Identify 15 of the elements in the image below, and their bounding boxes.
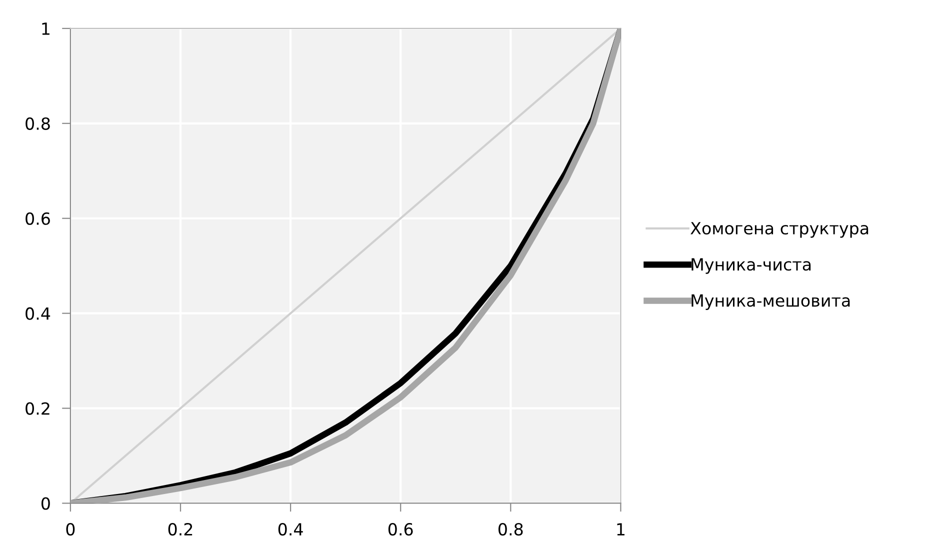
x-tick-label: 0	[66, 522, 75, 536]
y-tick-label: 0	[42, 497, 50, 510]
y-tick-label: 1	[42, 22, 50, 35]
y-tick-label: 0.2	[26, 402, 50, 415]
x-tick-label: 0.8	[498, 522, 523, 536]
x-tick-label: 1	[617, 523, 624, 536]
legend-label: Муника-мешовита	[692, 294, 850, 310]
legend-label: Муника-чиста	[692, 258, 811, 274]
x-tick-label: 0.2	[168, 522, 192, 536]
x-tick-label: 0.6	[388, 522, 413, 536]
y-tick-label: 0.6	[26, 212, 50, 225]
y-tick-label: 0.8	[26, 117, 50, 130]
x-tick-label: 0.4	[278, 522, 303, 536]
y-tick-label: 0.4	[26, 307, 50, 320]
legend-label: Хомогена структура	[690, 222, 868, 238]
